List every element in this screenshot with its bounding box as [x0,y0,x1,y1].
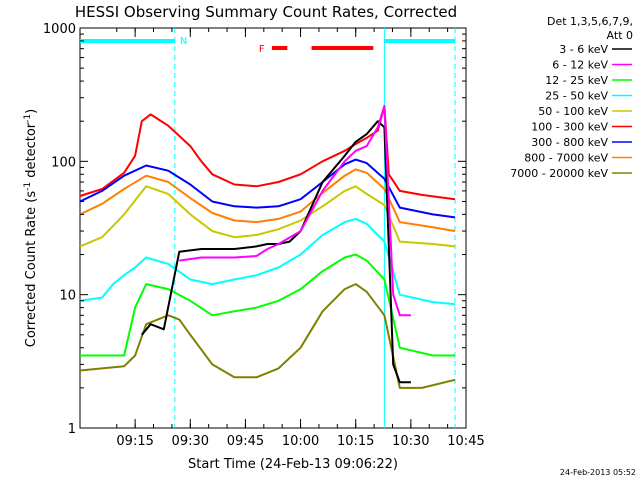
x-tick-label: 09:45 [227,434,264,449]
x-tick-label: 09:30 [172,434,209,449]
series-line-6 [79,283,456,389]
y-axis: 1 10 100 1000 [43,22,466,437]
series-line-1 [79,158,456,219]
legend: Det 1,3,5,6,7,9, Att 0 3 - 6 keV 6 - 12 k… [510,15,633,180]
series-line-7 [141,120,411,384]
y-tick-label: 10 [59,289,76,304]
legend-label: 25 - 50 keV [545,90,608,103]
series-line-4 [79,217,456,306]
plot-frame [79,27,467,429]
x-tick-label: 10:30 [392,434,429,449]
footer-timestamp: 24-Feb-2013 05:52 [560,468,636,477]
annotations: NF [80,28,456,428]
y-axis-label-mid: detector [24,122,39,182]
night-label: N [180,36,187,47]
legend-label: 7000 - 20000 keV [510,167,608,180]
legend-label: 50 - 100 keV [538,105,608,118]
legend-label: 12 - 25 keV [545,74,608,87]
series-line-2 [79,168,456,233]
legend-label: 800 - 7000 keV [524,152,608,165]
x-tick-label: 10:45 [447,434,484,449]
x-axis: 09:15 09:30 09:45 10:00 10:15 10:30 10:45 [116,28,485,449]
chart-title: HESSI Observing Summary Count Rates, Cor… [75,3,457,21]
legend-label: 300 - 800 keV [531,136,608,149]
series-line-5 [80,253,455,357]
x-tick-label: 09:15 [116,434,153,449]
y-tick-label: 1 [68,422,76,437]
legend-label: 3 - 6 keV [559,43,608,56]
y-tick-label: 100 [51,155,76,170]
legend-label: 6 - 12 keV [552,59,608,72]
flare-label: F [259,44,265,55]
x-axis-label: Start Time (24-Feb-13 09:06:22) [188,457,398,472]
series-line-3 [79,185,456,248]
series-line-8 [179,105,411,317]
x-tick-label: 10:00 [282,434,319,449]
y-axis-label: Corrected Count Rate (s-1 detector-1) [23,109,39,347]
legend-header-1: Det 1,3,5,6,7,9, [547,15,633,28]
y-tick-label: 1000 [43,22,76,37]
legend-label: 100 - 300 keV [531,121,608,134]
y-axis-label-sup2: -1 [23,114,33,123]
y-axis-label-sup1: -1 [23,182,33,191]
legend-header-2: Att 0 [607,29,633,42]
y-axis-label-main: Corrected Count Rate (s [24,191,39,348]
legend-entries: 3 - 6 keV 6 - 12 keV 12 - 25 keV 25 - 50 ke… [510,43,632,180]
series-layer [79,105,456,389]
series-line-0 [79,105,456,201]
x-tick-label: 10:15 [337,434,374,449]
y-axis-label-end: ) [24,109,39,114]
